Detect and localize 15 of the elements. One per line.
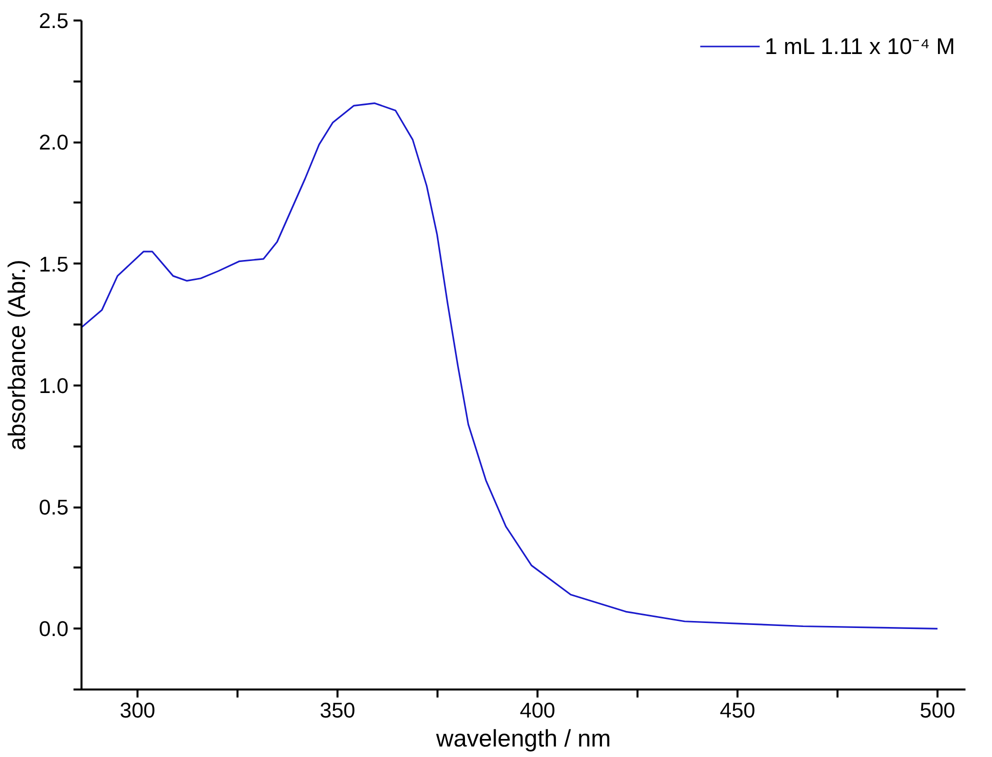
x-axis-title: wavelength / nm: [435, 726, 611, 752]
x-tick-label: 350: [320, 698, 356, 722]
legend-label: 1 mL 1.11 x 10⁻⁴ M: [764, 32, 955, 61]
x-tick-label: 450: [720, 698, 756, 722]
y-tick-label: 1.5: [38, 252, 69, 276]
x-tick-label: 300: [120, 698, 156, 722]
y-tick-label: 0.0: [38, 617, 69, 642]
x-tick-label: 500: [920, 698, 956, 722]
x-tick-label: 400: [520, 698, 556, 722]
y-axis-title: absorbance (Abr.): [4, 260, 31, 450]
y-tick-label: 1.0: [38, 374, 69, 398]
y-tick-label: 2.0: [38, 130, 69, 155]
line-series: [82, 102, 938, 630]
y-tick-label: 2.5: [38, 9, 69, 33]
y-tick-label: 0.5: [38, 496, 69, 520]
